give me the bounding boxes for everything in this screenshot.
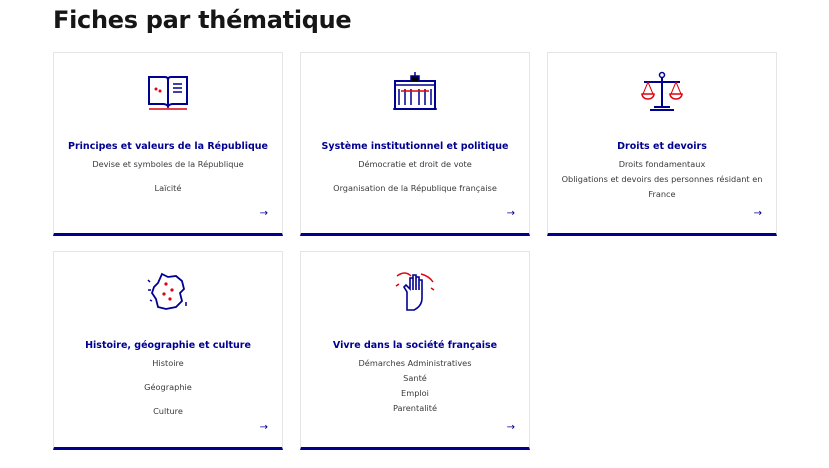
card-links: Histoire Géographie Culture — [62, 356, 274, 428]
card-links: Droits fondamentaux Obligations et devoir… — [556, 157, 768, 211]
arrow-right-icon[interactable]: → — [506, 422, 515, 433]
sub-link[interactable]: Devise et symboles de la République — [92, 159, 244, 169]
france-map-icon — [144, 270, 192, 312]
sub-link[interactable]: Géographie — [144, 382, 192, 392]
sub-link[interactable]: Organisation de la République française — [333, 183, 497, 193]
raised-hand-icon — [391, 270, 439, 312]
card-links: Démarches Administratives Santé Emploi Pare… — [309, 356, 521, 425]
sub-link[interactable]: Culture — [153, 406, 183, 416]
scales-of-justice-icon — [638, 71, 686, 113]
theme-card[interactable]: Droits et devoirs Droits fondamentaux Obl… — [547, 52, 777, 236]
institution-building-icon — [391, 71, 439, 113]
link-group: Démocratie et droit de vote — [309, 157, 521, 172]
card-title[interactable]: Système institutionnel et politique — [321, 141, 509, 152]
arrow-right-icon[interactable]: → — [506, 208, 515, 219]
book-icon — [144, 71, 192, 113]
card-title[interactable]: Histoire, géographie et culture — [85, 340, 251, 351]
sub-link[interactable]: Emploi — [401, 388, 429, 398]
arrow-right-icon[interactable]: → — [259, 422, 268, 433]
sub-link[interactable]: Démarches Administratives — [358, 358, 472, 368]
sub-link[interactable]: Droits fondamentaux — [618, 159, 706, 169]
sub-link[interactable]: Parentalité — [392, 403, 438, 413]
arrow-right-icon[interactable]: → — [753, 208, 762, 219]
card-title[interactable]: Vivre dans la société française — [332, 340, 498, 351]
theme-card[interactable]: Système institutionnel et politique Démo… — [300, 52, 530, 236]
theme-card[interactable]: Vivre dans la société française Démarche… — [300, 251, 530, 450]
sub-link[interactable]: Obligations et devoirs des personnes rés… — [561, 174, 763, 199]
arrow-right-icon[interactable]: → — [259, 208, 268, 219]
theme-card[interactable]: Principes et valeurs de la République De… — [53, 52, 283, 236]
link-group: Démarches Administratives Santé Emploi Pare… — [309, 356, 521, 416]
link-group: Géographie — [62, 380, 274, 395]
page-title: Fiches par thématique — [53, 6, 352, 34]
sub-link[interactable]: Santé — [403, 373, 427, 383]
link-group: Droits fondamentaux Obligations et devoir… — [556, 157, 768, 202]
card-title[interactable]: Principes et valeurs de la République — [68, 141, 268, 152]
theme-card[interactable]: Histoire, géographie et culture Histoire… — [53, 251, 283, 450]
link-group: Devise et symboles de la République — [62, 157, 274, 172]
card-title[interactable]: Droits et devoirs — [617, 141, 707, 152]
link-group: Laïcité — [62, 181, 274, 196]
sub-link[interactable]: Démocratie et droit de vote — [358, 159, 472, 169]
link-group: Organisation de la République française — [309, 181, 521, 196]
link-group: Histoire — [62, 356, 274, 371]
card-links: Démocratie et droit de vote Organisation … — [309, 157, 521, 205]
card-links: Devise et symboles de la République Laïci… — [62, 157, 274, 205]
sub-link[interactable]: Histoire — [152, 358, 184, 368]
sub-link[interactable]: Laïcité — [154, 183, 182, 193]
link-group: Culture — [62, 404, 274, 419]
